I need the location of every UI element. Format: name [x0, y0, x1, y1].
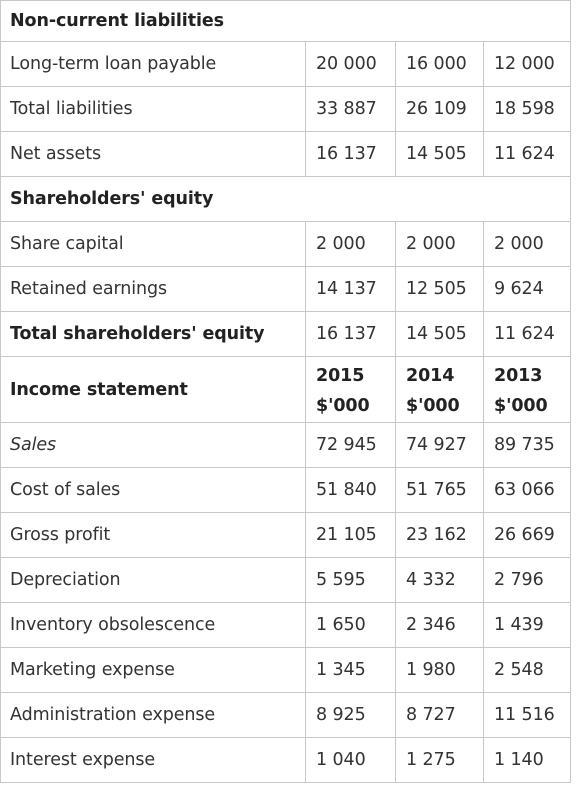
value-2013: 18 598: [483, 86, 571, 132]
row-label: Retained earnings: [0, 266, 306, 312]
value-2014: 8 727: [395, 692, 484, 738]
table-row: Total liabilities 33 887 26 109 18 598: [0, 86, 571, 132]
table-row: Sales 72 945 74 927 89 735: [0, 422, 571, 468]
value-2015: 1 650: [305, 602, 396, 648]
row-label: Gross profit: [0, 512, 306, 558]
income-statement-header: Income statement 2015 $'000 2014 $'000 2…: [0, 356, 571, 423]
row-label: Interest expense: [0, 737, 306, 783]
section-header-non-current-liabilities: Non-current liabilities: [0, 0, 571, 42]
column-year: 2015: [316, 365, 365, 386]
row-label: Cost of sales: [0, 467, 306, 513]
table-row: Marketing expense 1 345 1 980 2 548: [0, 647, 571, 693]
value-2013: 1 439: [483, 602, 571, 648]
table-row: Retained earnings 14 137 12 505 9 624: [0, 266, 571, 312]
value-2015: 14 137: [305, 266, 396, 312]
value-2015: 51 840: [305, 467, 396, 513]
column-year: 2014: [406, 365, 455, 386]
row-label: Total shareholders' equity: [0, 311, 306, 357]
column-unit: $'000: [406, 395, 460, 416]
financial-statements-table: Non-current liabilities Long-term loan p…: [0, 0, 571, 783]
table-row: Long-term loan payable 20 000 16 000 12 …: [0, 41, 571, 87]
value-2014: 4 332: [395, 557, 484, 603]
table-row: Share capital 2 000 2 000 2 000: [0, 221, 571, 267]
row-label: Total liabilities: [0, 86, 306, 132]
value-2015: 16 137: [305, 131, 396, 177]
column-unit: $'000: [494, 395, 548, 416]
value-2014: 23 162: [395, 512, 484, 558]
column-header-2015: 2015 $'000: [305, 356, 396, 423]
value-2015: 72 945: [305, 422, 396, 468]
value-2014: 12 505: [395, 266, 484, 312]
table-row: Administration expense 8 925 8 727 11 51…: [0, 692, 571, 738]
value-2015: 21 105: [305, 512, 396, 558]
value-2014: 1 980: [395, 647, 484, 693]
value-2014: 51 765: [395, 467, 484, 513]
value-2013: 2 548: [483, 647, 571, 693]
row-label: Net assets: [0, 131, 306, 177]
value-2014: 74 927: [395, 422, 484, 468]
column-header-2014: 2014 $'000: [395, 356, 484, 423]
value-2014: 14 505: [395, 311, 484, 357]
row-label: Inventory obsolescence: [0, 602, 306, 648]
value-2015: 8 925: [305, 692, 396, 738]
value-2013: 89 735: [483, 422, 571, 468]
value-2013: 1 140: [483, 737, 571, 783]
value-2014: 26 109: [395, 86, 484, 132]
income-statement-title: Income statement: [0, 356, 306, 423]
column-header-2013: 2013 $'000: [483, 356, 571, 423]
value-2015: 16 137: [305, 311, 396, 357]
value-2013: 63 066: [483, 467, 571, 513]
section-title: Non-current liabilities: [0, 0, 306, 42]
value-2015: 20 000: [305, 41, 396, 87]
value-2014: 16 000: [395, 41, 484, 87]
table-row: Inventory obsolescence 1 650 2 346 1 439: [0, 602, 571, 648]
value-2013: 11 624: [483, 311, 571, 357]
value-2014: 14 505: [395, 131, 484, 177]
row-label: Administration expense: [0, 692, 306, 738]
section-header-shareholders-equity: Shareholders' equity: [0, 176, 571, 222]
row-label: Share capital: [0, 221, 306, 267]
table-row-total: Total shareholders' equity 16 137 14 505…: [0, 311, 571, 357]
table-row: Gross profit 21 105 23 162 26 669: [0, 512, 571, 558]
value-2013: 2 796: [483, 557, 571, 603]
value-2014: 2 346: [395, 602, 484, 648]
value-2013: 11 624: [483, 131, 571, 177]
value-2015: 5 595: [305, 557, 396, 603]
table-row: Depreciation 5 595 4 332 2 796: [0, 557, 571, 603]
table-row: Cost of sales 51 840 51 765 63 066: [0, 467, 571, 513]
table-row: Net assets 16 137 14 505 11 624: [0, 131, 571, 177]
row-label: Marketing expense: [0, 647, 306, 693]
value-2013: 12 000: [483, 41, 571, 87]
column-unit: $'000: [316, 395, 370, 416]
value-2013: 26 669: [483, 512, 571, 558]
value-2015: 1 345: [305, 647, 396, 693]
value-2015: 2 000: [305, 221, 396, 267]
row-label: Depreciation: [0, 557, 306, 603]
section-title: Shareholders' equity: [0, 176, 306, 222]
value-2014: 1 275: [395, 737, 484, 783]
column-year: 2013: [494, 365, 543, 386]
row-label: Long-term loan payable: [0, 41, 306, 87]
value-2014: 2 000: [395, 221, 484, 267]
value-2013: 9 624: [483, 266, 571, 312]
value-2013: 2 000: [483, 221, 571, 267]
table-row: Interest expense 1 040 1 275 1 140: [0, 737, 571, 783]
value-2015: 1 040: [305, 737, 396, 783]
row-label: Sales: [0, 422, 306, 468]
value-2013: 11 516: [483, 692, 571, 738]
value-2015: 33 887: [305, 86, 396, 132]
